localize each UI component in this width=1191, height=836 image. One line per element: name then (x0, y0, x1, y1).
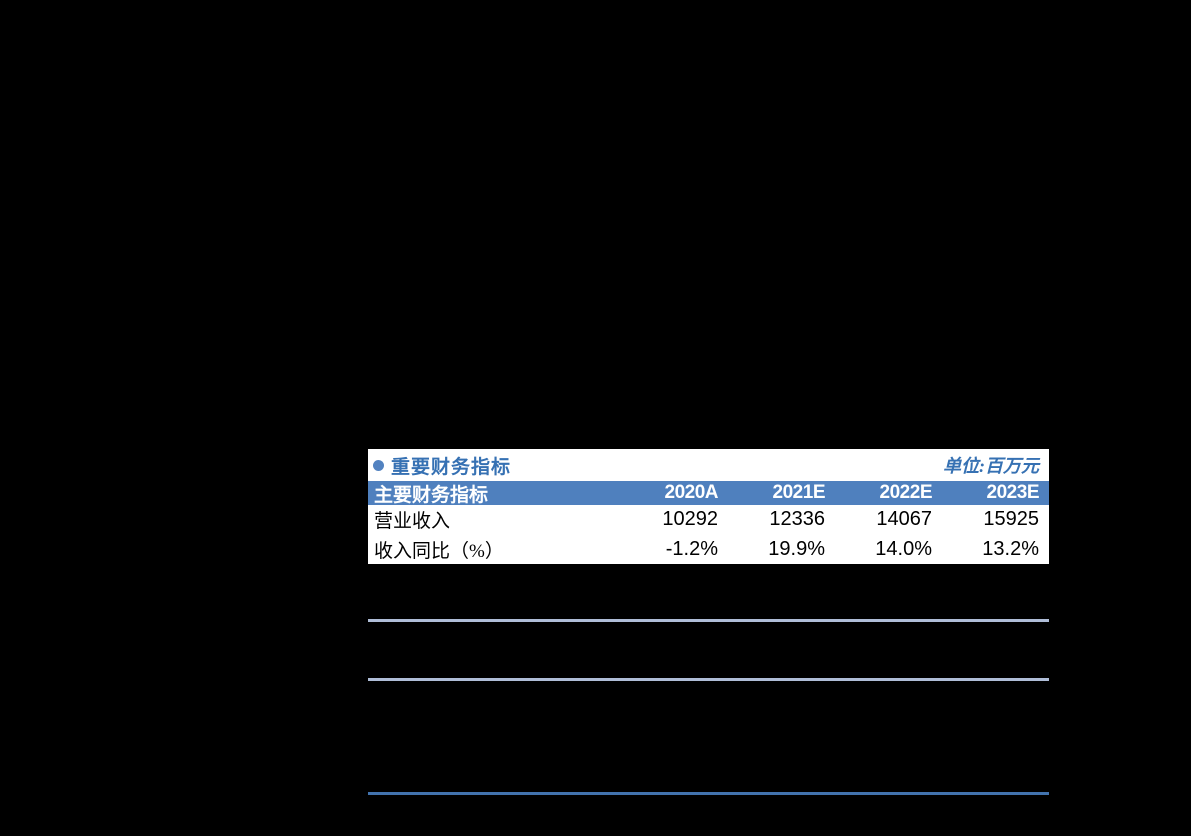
row-value: 13.2% (982, 537, 1039, 560)
row-value: 12336 (769, 508, 825, 530)
row-value: 19.9% (768, 537, 825, 560)
table-title-group: 重要财务指标 (373, 452, 511, 479)
header-cell-2022e: 2022E (879, 482, 933, 503)
divider-line-2 (368, 678, 1049, 681)
row-label: 营业收入 (374, 511, 451, 532)
divider-line-3 (368, 792, 1049, 795)
row-value: -1.2% (665, 537, 718, 560)
row-value: 14067 (876, 508, 932, 530)
key-financial-indicators-table: 重要财务指标 单位:百万元 主要财务指标 2020A 2021E 2022E 2… (368, 449, 1049, 564)
header-cell-2021e: 2021E (772, 482, 826, 503)
table-unit-label: 单位:百万元 (943, 456, 1039, 476)
row-label: 收入同比（%） (374, 540, 504, 562)
bullet-icon (373, 459, 384, 471)
row-value: 14.0% (875, 537, 932, 560)
header-cell-label: 主要财务指标 (374, 484, 489, 506)
table-row-revenue: 营业收入 10292 12336 14067 15925 (368, 505, 1049, 534)
header-cell-2023e: 2023E (986, 482, 1040, 503)
table-title-row: 重要财务指标 单位:百万元 (368, 449, 1049, 481)
row-value: 10292 (662, 508, 718, 530)
header-cell-2020a: 2020A (664, 482, 719, 503)
table-header-row: 主要财务指标 2020A 2021E 2022E 2023E (368, 481, 1049, 506)
row-value: 15925 (983, 508, 1039, 530)
table-title: 重要财务指标 (391, 456, 512, 478)
table-row-revenue-yoy: 收入同比（%） -1.2% 19.9% 14.0% 13.2% (368, 534, 1049, 564)
divider-line-1 (368, 619, 1049, 622)
